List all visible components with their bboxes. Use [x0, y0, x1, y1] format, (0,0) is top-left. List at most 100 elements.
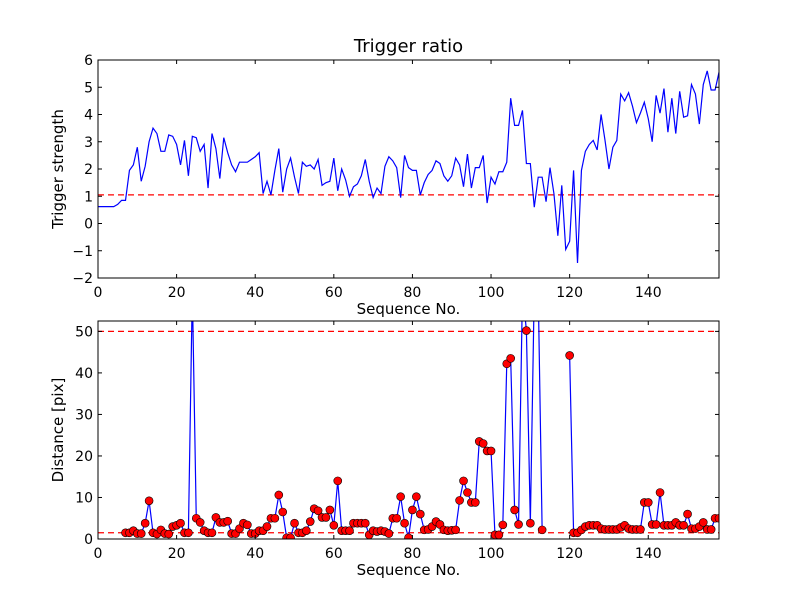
data-point — [136, 529, 146, 538]
data-point — [396, 492, 405, 501]
data-point — [412, 492, 421, 501]
y-tick-label: 0 — [84, 217, 93, 233]
data-point — [494, 530, 504, 539]
data-point — [537, 525, 547, 535]
x-tick-label: 0 — [94, 546, 103, 562]
data-point — [636, 525, 645, 534]
trigger-ratio-panel: 0 20 40 60 80 100 120 140 −2 −1 0 1 2 3 4 5 6 Sequence No… — [49, 36, 720, 318]
x-tick-label: 60 — [325, 546, 343, 562]
data-point — [286, 533, 295, 539]
plot-area — [98, 70, 719, 264]
data-point — [463, 488, 472, 497]
chart-title: Trigger ratio — [353, 36, 463, 57]
y-tick-label: 3 — [84, 135, 93, 151]
data-point — [223, 516, 233, 526]
data-point — [305, 517, 315, 526]
data-point — [321, 513, 331, 522]
x-tick-label: 80 — [404, 546, 422, 562]
axes-frame — [97, 59, 720, 279]
data-point — [478, 439, 488, 448]
x-tick-label: 140 — [635, 285, 662, 301]
data-point — [140, 518, 150, 528]
series-line — [125, 321, 719, 539]
data-point — [207, 528, 217, 538]
data-point — [400, 518, 409, 528]
data-point — [471, 498, 480, 507]
x-tick-label: 120 — [556, 285, 583, 301]
y-tick-label: 50 — [75, 324, 93, 340]
y-tick-label: 40 — [75, 366, 93, 382]
y-tick-label: 6 — [84, 53, 93, 69]
data-point — [514, 520, 523, 529]
x-axis-label: Sequence No. — [357, 561, 461, 579]
x-tick-label: 0 — [94, 285, 103, 301]
x-tick-label: 40 — [246, 285, 264, 301]
data-point — [698, 518, 708, 527]
data-point — [408, 505, 417, 515]
x-tick-label: 100 — [478, 285, 505, 301]
distance-panel: 0 20 40 60 80 100 120 140 0 10 20 30 40 50 Sequence No… — [49, 320, 720, 579]
data-point — [415, 509, 425, 519]
data-point — [360, 518, 370, 528]
data-point — [718, 467, 719, 472]
data-point — [384, 529, 394, 538]
data-point — [144, 496, 154, 506]
data-point — [404, 533, 413, 539]
data-point — [325, 505, 335, 515]
data-point — [506, 354, 515, 363]
y-tick-label: −1 — [72, 244, 93, 260]
data-point — [333, 476, 343, 486]
data-point — [278, 507, 288, 517]
y-tick-label: 30 — [75, 407, 93, 423]
data-point — [486, 446, 496, 456]
data-point — [522, 326, 531, 335]
plot-area — [98, 321, 719, 539]
data-point — [302, 526, 311, 535]
data-point — [651, 520, 661, 529]
data-point — [392, 513, 402, 523]
x-tick-label: 100 — [478, 546, 505, 562]
data-point — [498, 520, 508, 530]
x-tick-label: 80 — [404, 285, 422, 301]
data-point — [451, 525, 460, 535]
data-point — [345, 526, 354, 535]
data-point — [643, 498, 653, 507]
x-tick-label: 20 — [168, 546, 186, 562]
x-tick-label: 20 — [168, 285, 186, 301]
data-point — [195, 518, 205, 527]
series-line — [98, 70, 719, 264]
y-axis-label: Distance [pix] — [49, 378, 67, 483]
y-tick-label: 20 — [75, 449, 93, 465]
data-point — [184, 528, 193, 538]
data-point — [679, 520, 688, 530]
y-axis-label: Trigger strength — [49, 109, 67, 230]
x-tick-label: 60 — [325, 285, 343, 301]
x-axis-label: Sequence No. — [357, 300, 461, 318]
y-tick-label: −2 — [72, 271, 93, 287]
data-point — [270, 513, 280, 523]
data-point — [329, 520, 339, 530]
data-point — [526, 518, 535, 528]
data-point — [655, 488, 665, 497]
data-point — [714, 513, 719, 523]
x-tick-label: 40 — [246, 546, 264, 562]
data-point — [565, 351, 574, 360]
data-point — [455, 496, 464, 505]
y-tick-label: 2 — [84, 162, 93, 178]
y-tick-label: 0 — [84, 532, 93, 548]
x-tick-label: 140 — [635, 546, 662, 562]
y-tick-label: 5 — [84, 80, 93, 96]
axes-frame — [97, 320, 720, 540]
data-point — [706, 525, 716, 534]
data-point — [510, 505, 519, 515]
data-point — [683, 509, 692, 519]
data-point — [176, 518, 185, 528]
data-point — [290, 518, 299, 528]
data-point — [313, 506, 323, 516]
y-tick-label: 4 — [84, 108, 93, 124]
y-tick-label: 1 — [84, 189, 93, 205]
data-point — [243, 520, 252, 530]
x-tick-label: 120 — [556, 546, 583, 562]
y-tick-label: 10 — [75, 490, 93, 506]
